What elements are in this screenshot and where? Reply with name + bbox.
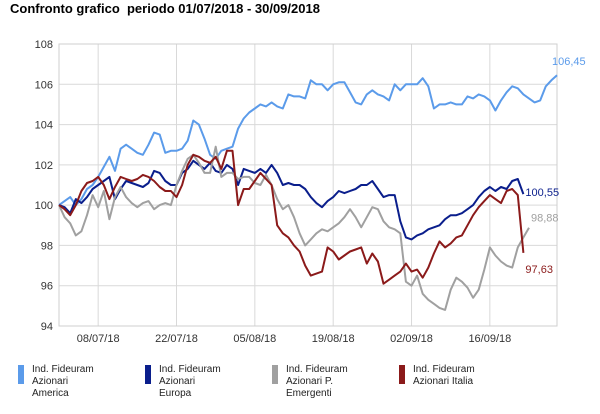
legend-label-line: Azionari P. bbox=[286, 376, 334, 387]
y-tick-label: 94 bbox=[41, 321, 53, 333]
y-tick-label: 98 bbox=[41, 240, 53, 252]
series-line-ind-fideuram-azionari-p-emergenti bbox=[58, 145, 530, 311]
legend-label-line: America bbox=[32, 388, 69, 399]
end-labels: 106,45 100,55 98,88 97,63 bbox=[525, 56, 585, 276]
legend-label: Ind. Fideuram Azionari America bbox=[32, 364, 142, 400]
x-tick-label: 05/08/18 bbox=[233, 333, 276, 345]
legend-label-line: Emergenti bbox=[286, 388, 332, 399]
legend-label-line: Azionari Italia bbox=[413, 376, 474, 387]
axes: 94 96 98 100 102 104 106 108 08/07/18 22/07/18 05/… bbox=[35, 39, 512, 345]
series-lines bbox=[58, 74, 558, 311]
x-tick-label: 16/09/18 bbox=[468, 333, 511, 345]
y-tick-label: 104 bbox=[35, 120, 53, 132]
legend-label-line: Azionari bbox=[32, 376, 69, 387]
y-tick-label: 108 bbox=[35, 39, 53, 51]
chart-title: Confronto grafico periodo 01/07/2018 - 3… bbox=[10, 1, 320, 16]
legend-label: Ind. Fideuram Azionari Europa bbox=[159, 364, 269, 400]
y-tick-label: 96 bbox=[41, 281, 53, 293]
end-label-ind-fideuram-azionari-america: 106,45 bbox=[552, 56, 586, 68]
y-tick-label: 100 bbox=[35, 200, 53, 212]
legend-label-line: Europa bbox=[159, 388, 192, 399]
legend-label-line: Ind. Fideuram bbox=[413, 364, 475, 375]
series-line-ind-fideuram-azionari-america bbox=[58, 74, 558, 207]
end-label-ind-fideuram-azionari-italia: 97,63 bbox=[525, 264, 553, 276]
legend-label-line: Ind. Fideuram bbox=[159, 364, 221, 375]
legend-label: Ind. Fideuram Azionari Italia bbox=[413, 364, 523, 388]
plot-frame bbox=[58, 43, 558, 327]
legend-label-line: Ind. Fideuram bbox=[32, 364, 94, 375]
legend: Ind. Fideuram Azionari America Ind. Fideura… bbox=[0, 364, 600, 414]
end-label-ind-fideuram-azionari-europa: 100,55 bbox=[525, 187, 559, 199]
x-tick-label: 02/09/18 bbox=[390, 333, 433, 345]
x-tick-label: 08/07/18 bbox=[77, 333, 120, 345]
legend-swatch bbox=[399, 365, 405, 384]
y-tick-label: 102 bbox=[35, 160, 53, 172]
line-chart: 94 96 98 100 102 104 106 108 08/07/18 22/07/18 05/… bbox=[35, 39, 586, 345]
legend-swatch bbox=[272, 365, 278, 384]
end-label-ind-fideuram-azionari-p-emergenti: 98,88 bbox=[531, 213, 559, 225]
legend-swatch bbox=[18, 365, 24, 384]
legend-label: Ind. Fideuram Azionari P. Emergenti bbox=[286, 364, 396, 400]
x-tick-label: 22/07/18 bbox=[155, 333, 198, 345]
legend-label-line: Azionari bbox=[159, 376, 196, 387]
series-line-ind-fideuram-azionari-italia bbox=[58, 149, 525, 285]
legend-swatch bbox=[145, 365, 151, 384]
x-tick-label: 19/08/18 bbox=[312, 333, 355, 345]
y-tick-label: 106 bbox=[35, 79, 53, 91]
series-line-ind-fideuram-azionari-europa bbox=[58, 159, 525, 241]
legend-label-line: Ind. Fideuram bbox=[286, 364, 348, 375]
